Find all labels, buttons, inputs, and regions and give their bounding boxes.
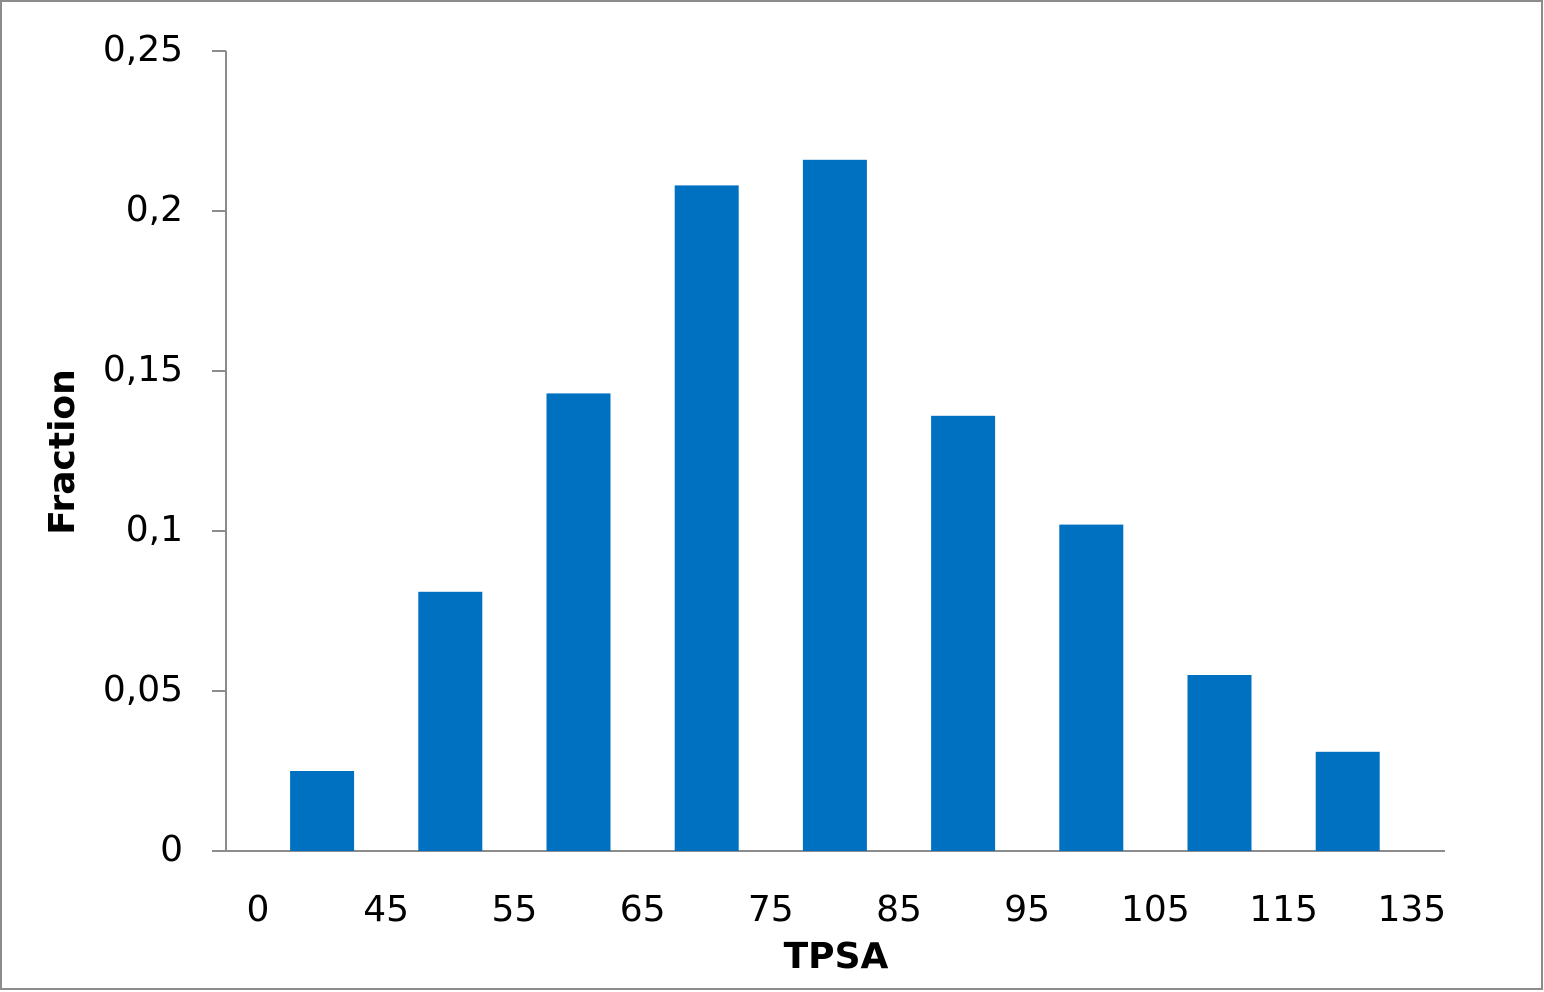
y-tick-label: 0 [160, 829, 183, 870]
y-tick-label: 0,05 [103, 669, 183, 710]
y-tick-label: 0,1 [126, 509, 183, 550]
x-tick-label: 0 [247, 889, 270, 930]
bar [931, 415, 996, 851]
x-axis-title: TPSA [784, 936, 889, 977]
y-tick-label: 0,25 [103, 29, 183, 70]
x-tick-label: 135 [1377, 889, 1446, 930]
bar [1059, 524, 1124, 851]
x-tick-label: 65 [620, 889, 666, 930]
bar [546, 393, 611, 851]
bar [290, 771, 355, 851]
x-tick-label: 75 [748, 889, 794, 930]
y-axis-title: Fraction [42, 369, 83, 535]
x-tick-label: 45 [363, 889, 409, 930]
bar [1187, 675, 1252, 851]
x-tick-label: 95 [1004, 889, 1050, 930]
y-tick-label: 0,2 [126, 189, 183, 230]
bar [1315, 751, 1380, 851]
bar [418, 591, 483, 851]
bar [802, 159, 867, 852]
x-tick-label: 105 [1121, 889, 1190, 930]
x-tick-label: 85 [876, 889, 922, 930]
bar [674, 185, 739, 851]
x-tick-label: 115 [1249, 889, 1318, 930]
x-tick-label: 55 [491, 889, 537, 930]
y-tick-label: 0,15 [103, 349, 183, 390]
